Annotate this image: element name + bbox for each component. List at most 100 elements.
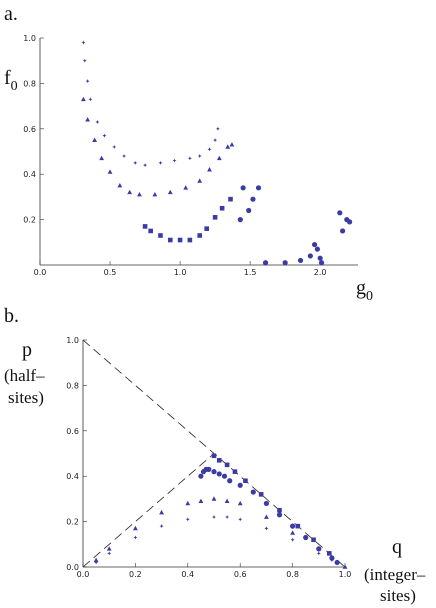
point bbox=[237, 217, 243, 223]
x-tick-label: 0.5 bbox=[104, 268, 117, 277]
point bbox=[211, 496, 217, 501]
x-axis-label: q bbox=[392, 536, 402, 558]
point bbox=[264, 514, 269, 519]
point bbox=[295, 523, 301, 529]
point bbox=[216, 458, 222, 463]
point bbox=[187, 237, 193, 243]
point bbox=[264, 526, 269, 531]
x-tick-label: 0.6 bbox=[234, 570, 247, 579]
point bbox=[276, 512, 283, 518]
point bbox=[81, 40, 86, 45]
x-tick-label: 2.0 bbox=[314, 268, 327, 277]
point bbox=[326, 551, 332, 556]
point bbox=[197, 154, 202, 159]
point bbox=[263, 500, 269, 507]
point bbox=[185, 517, 190, 522]
point bbox=[237, 482, 243, 488]
point bbox=[133, 535, 138, 540]
y-axis-label: p bbox=[22, 339, 32, 361]
point bbox=[142, 224, 148, 229]
y-tick-label: 0.4 bbox=[66, 472, 79, 481]
point bbox=[246, 207, 252, 214]
point bbox=[318, 260, 325, 266]
point bbox=[198, 473, 204, 479]
panel-label: b. bbox=[4, 305, 19, 327]
point bbox=[216, 471, 222, 477]
point bbox=[198, 498, 204, 503]
point bbox=[185, 500, 191, 506]
point bbox=[167, 237, 173, 243]
y-tick-label: 0.0 bbox=[66, 563, 79, 572]
point bbox=[329, 558, 334, 563]
point bbox=[337, 210, 343, 216]
point bbox=[339, 228, 346, 234]
point bbox=[228, 196, 233, 202]
point bbox=[177, 237, 183, 243]
point bbox=[215, 126, 220, 131]
x-axis-label: (integer– bbox=[364, 565, 426, 584]
point bbox=[206, 466, 212, 472]
y-axis-label: f0 bbox=[4, 67, 18, 94]
point bbox=[317, 255, 323, 261]
x-tick-label: 0.0 bbox=[34, 268, 47, 277]
point bbox=[127, 189, 133, 195]
x-tick-label: 1.5 bbox=[244, 268, 257, 277]
point bbox=[143, 163, 148, 168]
x-axis-label: sites) bbox=[380, 586, 416, 605]
x-tick-label: 0.4 bbox=[181, 570, 194, 579]
point bbox=[99, 155, 105, 161]
x-tick-label: 0.0 bbox=[77, 570, 90, 579]
point bbox=[316, 546, 322, 551]
x-tick-label: 1.0 bbox=[339, 570, 352, 579]
point bbox=[187, 156, 192, 161]
point bbox=[237, 500, 243, 506]
point bbox=[152, 192, 158, 197]
point bbox=[158, 233, 163, 238]
point bbox=[197, 178, 203, 183]
point bbox=[183, 185, 189, 190]
point bbox=[282, 260, 288, 266]
point bbox=[133, 160, 138, 165]
point bbox=[250, 489, 256, 495]
point bbox=[207, 147, 212, 152]
point bbox=[102, 133, 107, 138]
point bbox=[232, 469, 238, 474]
point bbox=[137, 192, 142, 197]
point bbox=[133, 525, 138, 531]
point bbox=[219, 205, 225, 211]
point bbox=[224, 498, 230, 503]
point bbox=[159, 524, 164, 529]
point bbox=[158, 160, 163, 165]
point bbox=[334, 559, 340, 566]
point bbox=[297, 257, 304, 264]
point bbox=[314, 246, 320, 252]
y-tick-label: 0.2 bbox=[66, 518, 79, 527]
reference-line bbox=[82, 453, 215, 568]
point bbox=[329, 555, 335, 560]
point bbox=[224, 462, 230, 468]
point bbox=[117, 182, 123, 188]
point bbox=[311, 537, 316, 543]
point bbox=[277, 507, 282, 513]
point bbox=[107, 169, 113, 174]
point bbox=[225, 515, 230, 520]
point bbox=[290, 523, 296, 529]
point bbox=[92, 137, 98, 142]
point bbox=[290, 530, 295, 535]
point bbox=[148, 228, 153, 234]
y-axis-label: (half– bbox=[4, 366, 45, 385]
point bbox=[307, 253, 313, 259]
point bbox=[197, 233, 203, 238]
x-tick-label: 0.2 bbox=[129, 570, 142, 579]
point bbox=[212, 215, 218, 220]
point bbox=[316, 551, 321, 556]
y-tick-label: 0.6 bbox=[66, 427, 79, 436]
point bbox=[290, 537, 295, 542]
point bbox=[221, 473, 228, 479]
point bbox=[81, 96, 86, 102]
point bbox=[122, 154, 127, 159]
point bbox=[344, 217, 350, 223]
y-axis-label: sites) bbox=[8, 388, 44, 407]
point bbox=[213, 138, 218, 143]
point bbox=[240, 185, 246, 191]
